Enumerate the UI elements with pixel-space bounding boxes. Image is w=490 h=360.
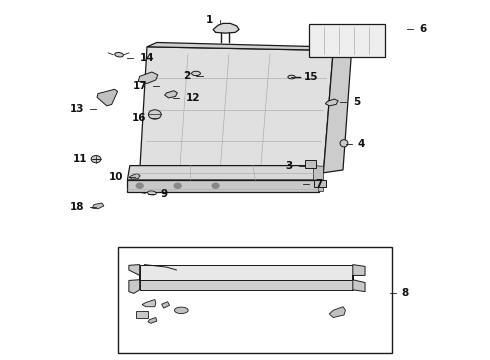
Text: 3: 3 xyxy=(286,161,293,171)
Ellipse shape xyxy=(192,71,200,76)
Bar xyxy=(118,247,392,353)
Text: 13: 13 xyxy=(70,104,84,114)
Polygon shape xyxy=(97,89,118,106)
Polygon shape xyxy=(138,72,158,84)
Polygon shape xyxy=(142,300,156,307)
Text: 1: 1 xyxy=(206,15,213,25)
Text: 4: 4 xyxy=(358,139,365,149)
Polygon shape xyxy=(92,203,104,209)
Ellipse shape xyxy=(340,140,348,147)
Circle shape xyxy=(174,183,181,188)
Text: 15: 15 xyxy=(304,72,318,82)
Polygon shape xyxy=(165,91,177,98)
Ellipse shape xyxy=(147,191,156,195)
Bar xyxy=(309,24,385,57)
Bar xyxy=(136,311,148,318)
Polygon shape xyxy=(129,265,140,293)
Text: 8: 8 xyxy=(402,288,409,298)
Bar xyxy=(314,180,326,187)
Polygon shape xyxy=(314,166,323,192)
Polygon shape xyxy=(147,42,352,50)
Text: 9: 9 xyxy=(161,189,168,199)
Text: 18: 18 xyxy=(70,202,84,212)
Polygon shape xyxy=(140,265,353,275)
Polygon shape xyxy=(129,174,140,179)
Ellipse shape xyxy=(288,75,295,79)
Text: 11: 11 xyxy=(73,154,87,164)
Polygon shape xyxy=(140,280,353,290)
Text: 2: 2 xyxy=(183,71,190,81)
Text: 7: 7 xyxy=(316,179,323,189)
Ellipse shape xyxy=(174,307,188,314)
Text: 14: 14 xyxy=(140,53,154,63)
Circle shape xyxy=(91,156,101,163)
Circle shape xyxy=(212,183,219,188)
Polygon shape xyxy=(323,48,352,173)
Polygon shape xyxy=(127,166,318,180)
Circle shape xyxy=(136,183,143,188)
Text: 16: 16 xyxy=(131,113,146,123)
Polygon shape xyxy=(162,302,170,308)
Bar xyxy=(305,160,316,168)
Text: 10: 10 xyxy=(109,172,123,182)
Polygon shape xyxy=(127,180,318,192)
Polygon shape xyxy=(329,307,345,318)
Ellipse shape xyxy=(115,53,123,57)
Text: 17: 17 xyxy=(132,81,147,91)
Polygon shape xyxy=(140,47,333,173)
Text: 5: 5 xyxy=(353,96,360,107)
Polygon shape xyxy=(325,99,338,106)
Polygon shape xyxy=(353,265,365,292)
Polygon shape xyxy=(148,318,157,323)
Circle shape xyxy=(148,110,161,119)
Text: 6: 6 xyxy=(419,24,427,34)
Text: 12: 12 xyxy=(186,93,201,103)
Polygon shape xyxy=(213,23,239,33)
Polygon shape xyxy=(140,265,353,280)
